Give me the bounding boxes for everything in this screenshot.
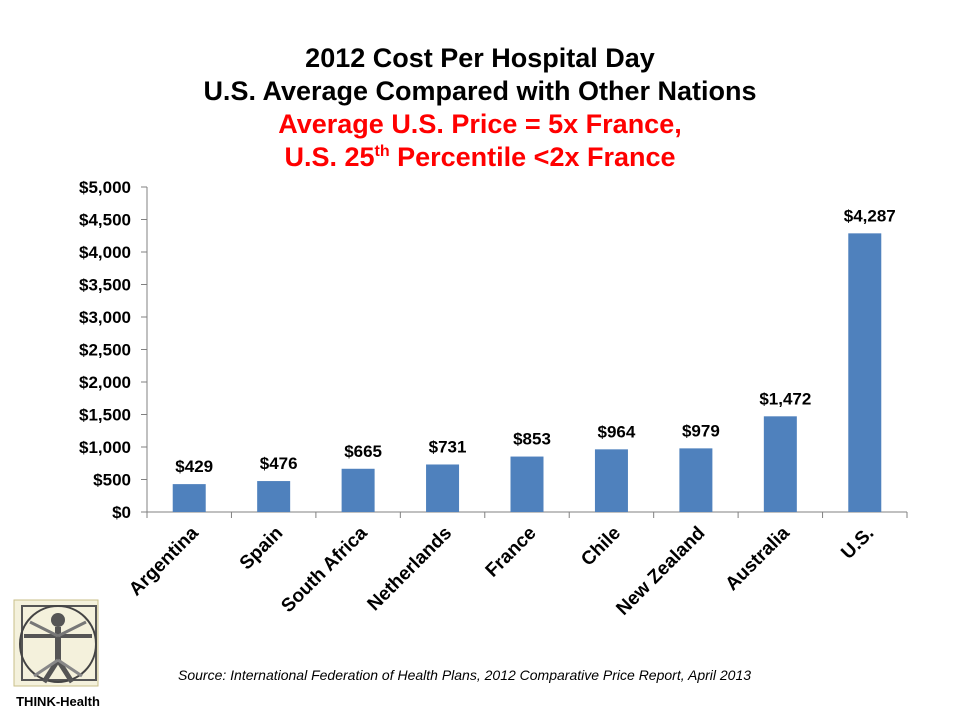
bar-value-label: $476 bbox=[260, 454, 298, 473]
y-tick-label: $5,000 bbox=[79, 178, 131, 197]
bar-value-label: $979 bbox=[682, 421, 720, 440]
bar-value-label: $964 bbox=[598, 422, 636, 441]
bar bbox=[679, 448, 713, 512]
y-tick-label: $1,000 bbox=[79, 438, 131, 457]
bar bbox=[594, 449, 628, 512]
title-line-1: 2012 Cost Per Hospital Day bbox=[305, 43, 655, 73]
x-category-label: Australia bbox=[722, 522, 795, 595]
y-tick-label: $1,500 bbox=[79, 406, 131, 425]
x-category-label: Spain bbox=[236, 523, 287, 574]
bar-value-label: $665 bbox=[344, 442, 382, 461]
x-category-label: France bbox=[482, 523, 541, 582]
subtitle-line-1: Average U.S. Price = 5x France, bbox=[278, 109, 682, 139]
subtitle-line-2-sup: th bbox=[374, 143, 390, 160]
y-tick-label: $0 bbox=[112, 503, 131, 522]
bar bbox=[848, 233, 882, 512]
y-tick-label: $4,000 bbox=[79, 243, 131, 262]
subtitle-line-2-pre: U.S. 25 bbox=[284, 142, 375, 172]
bar-value-label: $853 bbox=[513, 430, 551, 449]
bar-value-label: $1,472 bbox=[759, 389, 811, 408]
y-tick-label: $4,500 bbox=[79, 211, 131, 230]
vitruvian-man-icon bbox=[13, 599, 99, 687]
title-line-2: U.S. Average Compared with Other Nations bbox=[203, 76, 757, 106]
source-note: Source: International Federation of Heal… bbox=[178, 667, 752, 683]
bar bbox=[341, 468, 375, 512]
x-category-label: New Zealand bbox=[612, 523, 709, 620]
x-category-label: Argentina bbox=[125, 522, 203, 600]
bar-value-label: $731 bbox=[429, 437, 467, 456]
bar-value-label: $429 bbox=[175, 457, 213, 476]
bar bbox=[510, 456, 544, 512]
bar bbox=[763, 416, 797, 512]
subtitle-line-2: U.S. 25th Percentile <2x France bbox=[0, 141, 960, 174]
bar bbox=[426, 464, 460, 512]
bar-value-label: $4,287 bbox=[844, 206, 896, 225]
x-category-label: Netherlands bbox=[364, 523, 456, 615]
y-tick-label: $3,500 bbox=[79, 276, 131, 295]
x-category-label: Chile bbox=[577, 523, 625, 571]
bar bbox=[257, 481, 291, 512]
logo-text: THINK-Health bbox=[16, 694, 100, 709]
y-tick-label: $2,500 bbox=[79, 341, 131, 360]
y-tick-label: $2,000 bbox=[79, 373, 131, 392]
bar bbox=[172, 484, 206, 512]
think-health-logo: THINK-Health bbox=[8, 598, 108, 716]
x-category-label: South Africa bbox=[277, 522, 372, 617]
x-category-label: U.S. bbox=[837, 523, 878, 564]
y-tick-label: $3,000 bbox=[79, 308, 131, 327]
bar-chart: $0 $500 $1,000 $1,500 $2,000 $2,500 $3,000 $3,5… bbox=[79, 178, 908, 620]
y-tick-label: $500 bbox=[93, 471, 131, 490]
subtitle-line-2-post: Percentile <2x France bbox=[389, 142, 676, 172]
chart-title: 2012 Cost Per Hospital Day U.S. Average … bbox=[0, 42, 960, 174]
